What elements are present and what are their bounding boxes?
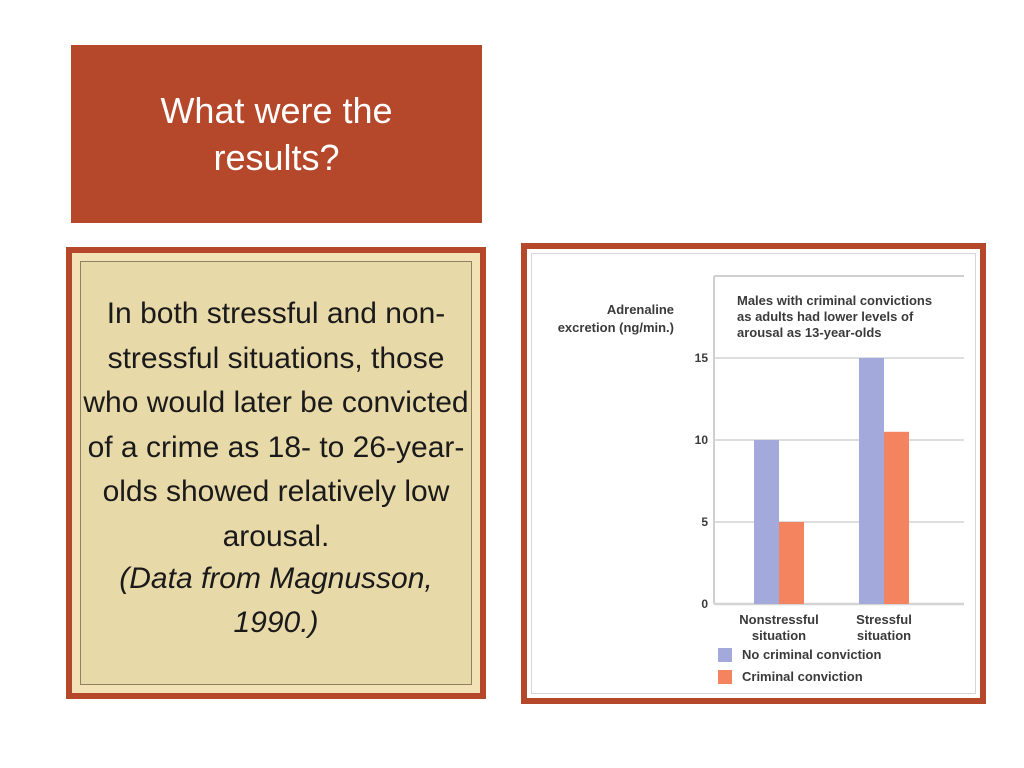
y-tick-label: 5: [701, 515, 708, 529]
legend-swatch: [718, 670, 732, 684]
y-tick-label: 15: [695, 351, 709, 365]
summary-citation: (Data from Magnusson, 1990.): [119, 562, 433, 639]
y-tick-label: 10: [695, 433, 709, 447]
legend-label: Criminal conviction: [742, 669, 863, 684]
legend-label: No criminal conviction: [742, 647, 881, 662]
bar-chart: 0 5 10 15 Adrenaline excretion (ng/min.) Males…: [558, 275, 964, 684]
bar: [754, 440, 779, 604]
title-box: What were the results?: [71, 45, 482, 223]
summary-panel: In both stressful and non-stressful situ…: [80, 261, 472, 685]
summary-content: In both stressful and non-stressful situ…: [81, 292, 471, 645]
x-tick-label: Stressful situation: [856, 612, 912, 643]
summary-text: In both stressful and non-stressful situ…: [83, 297, 469, 553]
chart-box: 0 5 10 15 Adrenaline excretion (ng/min.) Males…: [521, 243, 986, 704]
summary-box: In both stressful and non-stressful situ…: [66, 247, 486, 699]
bar: [884, 431, 909, 604]
y-axis-label: Adrenaline excretion (ng/min.): [558, 302, 674, 335]
chart-title: Males with criminal convictions as adults…: [737, 293, 932, 340]
slide-title: What were the results?: [160, 90, 393, 178]
bar: [779, 522, 804, 604]
chart-panel: 0 5 10 15 Adrenaline excretion (ng/min.) Males…: [531, 253, 976, 694]
legend-swatch: [718, 648, 732, 662]
bar: [859, 358, 884, 604]
y-tick-label: 0: [701, 597, 708, 611]
x-tick-label: Nonstressful situation: [739, 612, 818, 643]
